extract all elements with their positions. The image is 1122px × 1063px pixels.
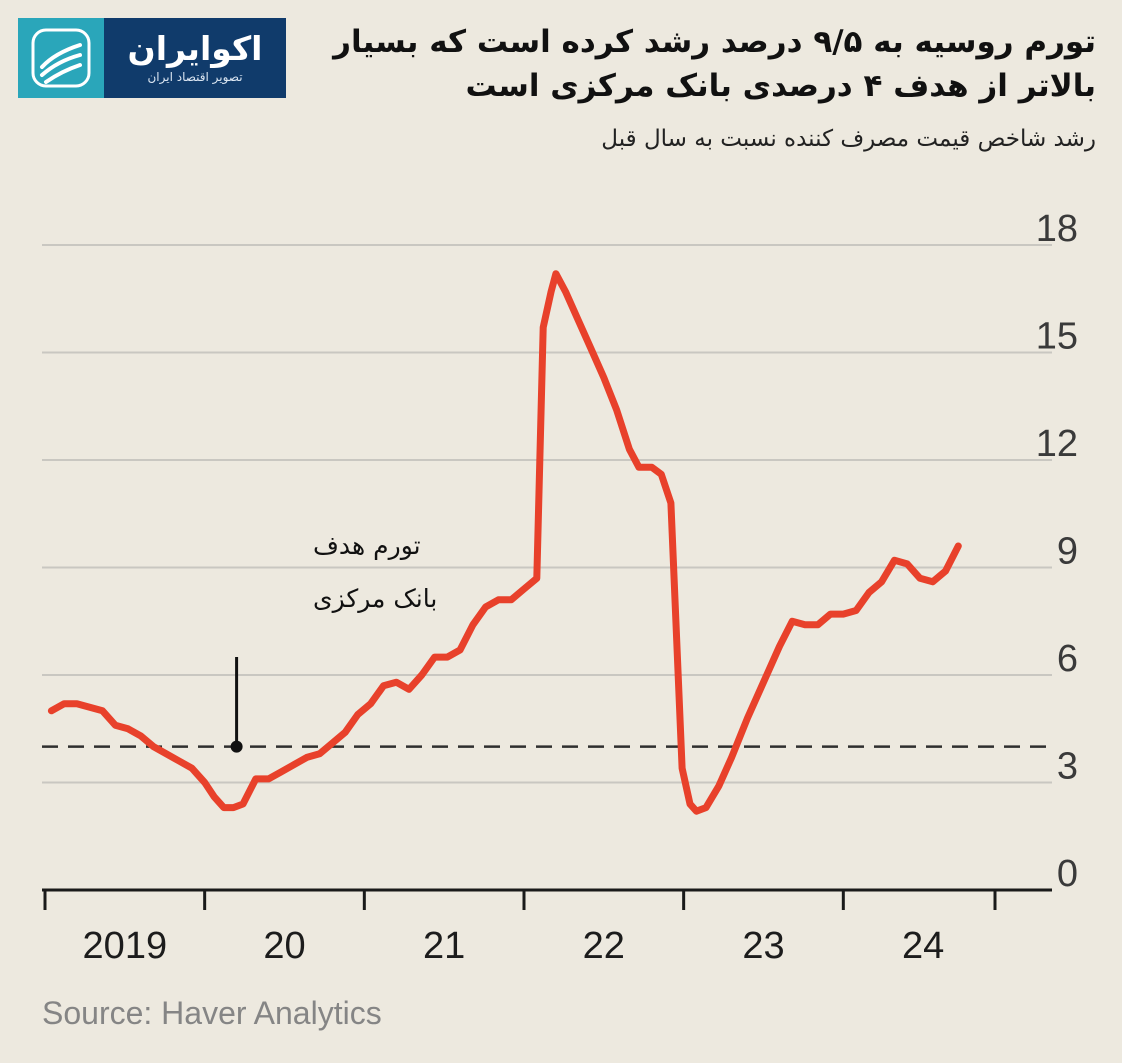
x-tick-label: 20	[263, 925, 305, 967]
logo: اکوایران تصویر اقتصاد ایران	[18, 18, 286, 98]
source-note: Source: Haver Analytics	[42, 995, 382, 1031]
y-tick-label: 3	[1057, 746, 1078, 788]
target-annotation-label: بانک مرکزی	[313, 584, 437, 613]
x-tick-label: 2019	[83, 925, 168, 967]
y-tick-label: 6	[1057, 638, 1078, 680]
chart-title: تورم روسیه به ۹/۵ درصد رشد کرده است که ب…	[333, 24, 1096, 104]
chart-subtitle: رشد شاخص قیمت مصرف کننده نسبت به سال قبل	[601, 126, 1096, 152]
logo-name: اکوایران	[127, 29, 263, 68]
cpi-series-line	[47, 270, 962, 815]
x-tick-label: 22	[583, 925, 625, 967]
y-tick-label: 18	[1036, 208, 1078, 250]
y-tick-label: 15	[1036, 316, 1078, 358]
target-marker-dot	[230, 740, 243, 753]
y-tick-label: 0	[1057, 853, 1078, 895]
x-tick-label: 24	[902, 925, 944, 967]
x-tick-label: 23	[742, 925, 784, 967]
target-annotation-label: تورم هدف	[313, 531, 421, 560]
ecoiran-logo-icon	[18, 18, 104, 98]
y-tick-label: 12	[1036, 423, 1078, 465]
y-tick-label: 9	[1057, 531, 1078, 573]
logo-tagline: تصویر اقتصاد ایران	[147, 70, 243, 84]
x-tick-label: 21	[423, 925, 465, 967]
